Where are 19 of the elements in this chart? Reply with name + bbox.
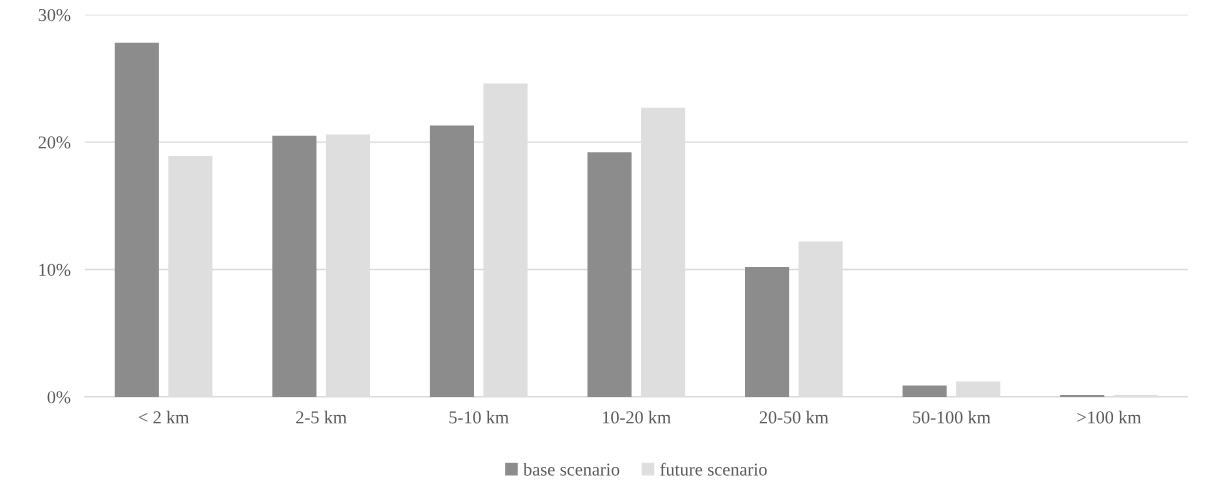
bar — [745, 266, 790, 397]
bar — [272, 135, 317, 397]
bar — [114, 42, 159, 397]
x-tick-label: 2-5 km — [296, 410, 347, 424]
y-tick-label: 0% — [47, 391, 71, 404]
x-tick-label: 5-10 km — [449, 410, 509, 424]
x-tick-label: 20-50 km — [759, 410, 829, 424]
bar — [429, 125, 475, 397]
y-tick-label: 30% — [38, 8, 71, 22]
bar — [587, 152, 632, 397]
bar — [902, 385, 947, 397]
x-tick-label: >100 km — [1077, 410, 1142, 424]
x-tick-label: 10-20 km — [603, 410, 671, 424]
legend-label: base scenario — [523, 462, 620, 476]
x-tick-label: < 2 km — [138, 410, 189, 424]
legend-label: future scenario — [660, 462, 767, 476]
y-tick-label: 20% — [38, 136, 71, 149]
x-tick-label: 50-100 km — [913, 410, 991, 424]
y-tick-label: 10% — [39, 263, 71, 276]
